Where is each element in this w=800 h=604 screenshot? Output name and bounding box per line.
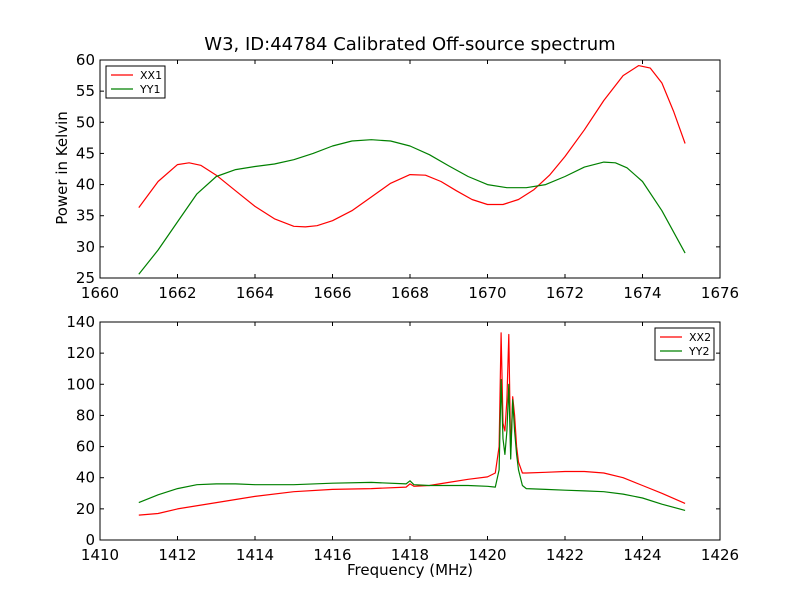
plot1-y-tick-label: 55 [76, 82, 95, 100]
plot1-y-tick-label: 60 [76, 51, 95, 69]
plot2-legend-yy2-label: YY2 [688, 345, 709, 358]
plot2-y-tick-label: 20 [76, 500, 95, 518]
plot2-frame [99, 321, 721, 541]
plot2-x-tick-label: 1414 [236, 546, 274, 564]
plot2-x-tick-label: 1422 [546, 546, 584, 564]
plot2-y-tick-label: 100 [66, 375, 95, 393]
plot2-x-tick-label: 1424 [623, 546, 661, 564]
plot2-y-tick-label: 60 [76, 438, 95, 456]
plot2-x-tick-label: 1420 [468, 546, 506, 564]
y-axis-label: Power in Kelvin [53, 111, 71, 225]
plot1-y-tick-label: 40 [76, 176, 95, 194]
plot1-x-tick-label: 1666 [313, 284, 351, 302]
plot1-frame [99, 59, 721, 279]
plot1-x-tick-label: 1668 [391, 284, 429, 302]
plot2-series-xx2-line [138, 332, 686, 516]
plot1-legend-yy1-label: YY1 [139, 83, 160, 96]
plot2-x-tick-label: 1416 [313, 546, 351, 564]
plot1-x-tick-label: 1672 [546, 284, 584, 302]
plot2-y-tick-label: 40 [76, 469, 95, 487]
plot2-x-tick-label: 1412 [158, 546, 196, 564]
plot2-y-tick-label: 80 [76, 406, 95, 424]
plot2-y-tick-label: 140 [66, 313, 95, 331]
plot1-x-tick-label: 1674 [623, 284, 661, 302]
plot1-y-tick-label: 30 [76, 238, 95, 256]
plot1-y-tick-label: 50 [76, 113, 95, 131]
plot1-series-xx1-line [138, 64, 686, 228]
plot1-series-yy1-line [138, 139, 686, 275]
plot2-y-tick-label: 120 [66, 344, 95, 362]
plot1-y-tick-label: 45 [76, 144, 95, 162]
plot2-series-yy2-line [138, 379, 686, 511]
plot2-y-tick-label: 0 [85, 531, 95, 549]
plot1-x-tick-label: 1662 [158, 284, 196, 302]
plot1-x-tick-label: 1664 [236, 284, 274, 302]
plot1-legend [105, 65, 166, 99]
plot2-legend-xx2-label: XX2 [689, 331, 711, 344]
plot1-y-tick-label: 25 [76, 269, 95, 287]
chart-title: W3, ID:44784 Calibrated Off-source spect… [204, 34, 616, 55]
plot1-x-tick-label: 1670 [468, 284, 506, 302]
plot2-x-tick-label: 1426 [701, 546, 739, 564]
plot2-x-tick-label: 1418 [391, 546, 429, 564]
plot1-x-tick-label: 1660 [81, 284, 119, 302]
x-axis-label: Frequency (MHz) [346, 561, 474, 579]
plot1-y-tick-label: 35 [76, 207, 95, 225]
plot1-legend-xx1-label: XX1 [140, 69, 162, 82]
plot2-legend [654, 327, 715, 361]
plot1-x-tick-label: 1676 [701, 284, 739, 302]
plot2-x-tick-label: 1410 [81, 546, 119, 564]
